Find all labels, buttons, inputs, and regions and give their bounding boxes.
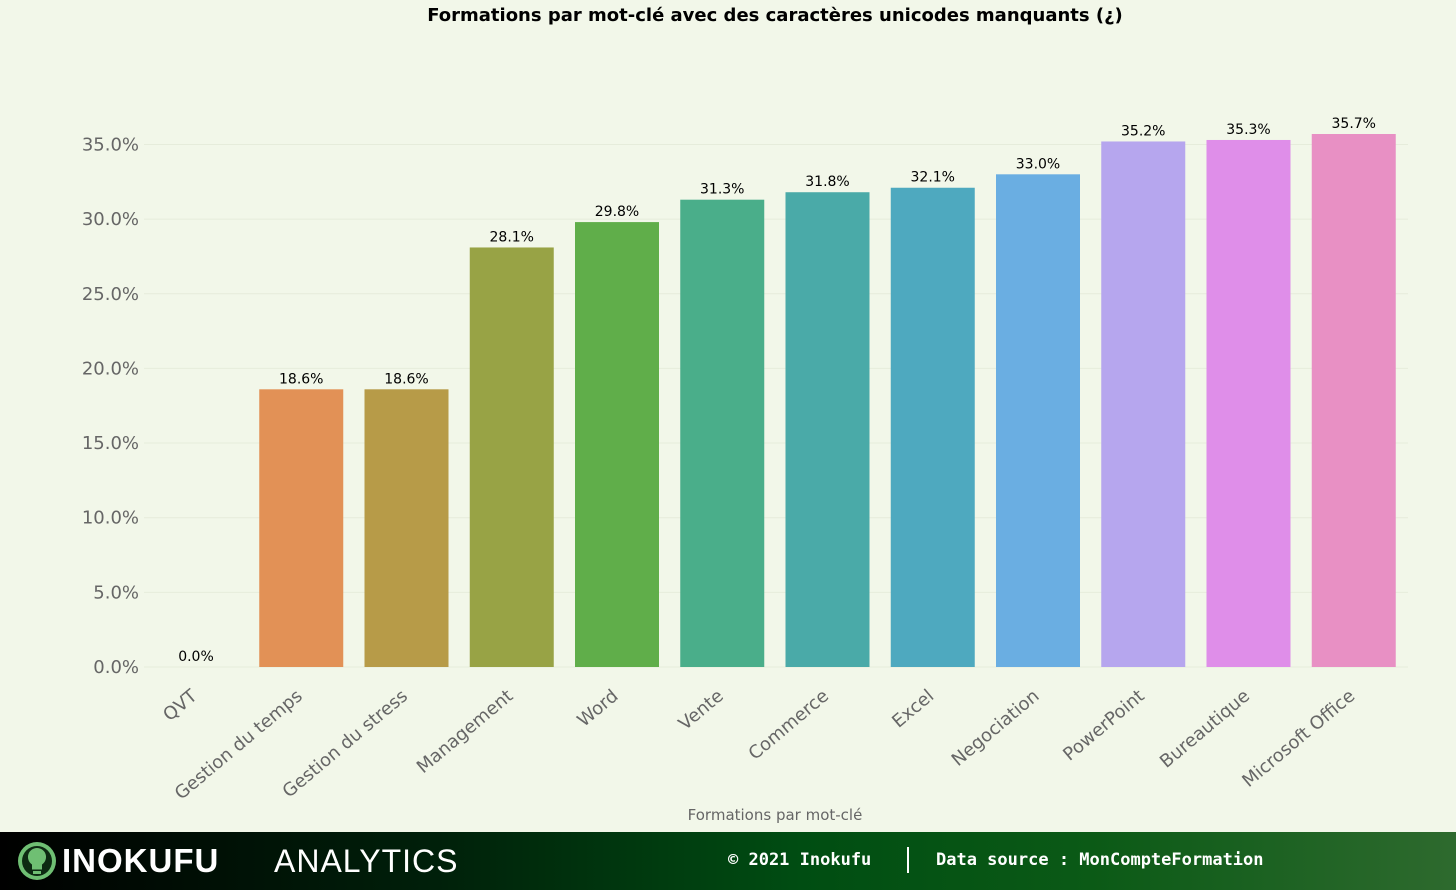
x-tick-label: Excel bbox=[888, 686, 938, 733]
bar-chart: 0.0% 5.0% 10.0% 15.0% 20.0% 25.0% 30.0% 35.0% 0… bbox=[82, 116, 1408, 804]
y-tick-label: 25.0% bbox=[82, 284, 139, 305]
value-label: 29.8% bbox=[595, 204, 639, 220]
value-label: 18.6% bbox=[279, 371, 323, 387]
x-axis-label: Formations par mot-clé bbox=[687, 806, 863, 824]
value-label: 31.3% bbox=[700, 182, 744, 198]
bar bbox=[996, 174, 1080, 667]
y-axis-ticks: 0.0% 5.0% 10.0% 15.0% 20.0% 25.0% 30.0% 35.0% bbox=[82, 134, 139, 678]
y-tick-label: 10.0% bbox=[82, 508, 139, 529]
value-label: 0.0% bbox=[178, 649, 214, 665]
value-label: 31.8% bbox=[805, 174, 849, 190]
value-label: 32.1% bbox=[911, 170, 955, 186]
footer-banner: INOKUFU ANALYTICS © 2021 Inokufu Data so… bbox=[0, 832, 1456, 890]
bars bbox=[259, 133, 1396, 668]
bar bbox=[469, 247, 554, 668]
value-label: 35.2% bbox=[1121, 123, 1165, 139]
copyright-text: © 2021 Inokufu bbox=[728, 850, 872, 870]
bar bbox=[364, 389, 449, 667]
x-tick-label: Word bbox=[573, 686, 622, 732]
value-label: 35.7% bbox=[1332, 116, 1376, 132]
value-label: 33.0% bbox=[1016, 156, 1060, 172]
bar bbox=[680, 199, 765, 668]
value-labels: 0.0% 18.6% 18.6% 28.1% 29.8% 31.3% 31.8% 32.1% 3… bbox=[178, 116, 1376, 665]
bar bbox=[785, 192, 870, 667]
brand-name: INOKUFU bbox=[62, 842, 220, 879]
inokufu-logo-icon bbox=[18, 842, 56, 880]
y-tick-label: 35.0% bbox=[82, 134, 139, 155]
value-label: 18.6% bbox=[384, 371, 428, 387]
bar bbox=[890, 187, 975, 667]
x-tick-label: QVT bbox=[159, 685, 202, 726]
bar bbox=[575, 222, 659, 667]
x-tick-label: Microsoft Office bbox=[1238, 686, 1359, 792]
bar bbox=[259, 389, 344, 667]
y-tick-label: 20.0% bbox=[82, 358, 139, 379]
data-source-text: Data source : MonCompteFormation bbox=[936, 850, 1264, 870]
y-tick-label: 30.0% bbox=[82, 209, 139, 230]
footer-divider bbox=[907, 847, 909, 873]
value-label: 35.3% bbox=[1226, 122, 1270, 138]
bar bbox=[1101, 141, 1186, 668]
y-tick-label: 15.0% bbox=[82, 433, 139, 454]
x-tick-label: PowerPoint bbox=[1059, 686, 1148, 766]
brand-subtitle: ANALYTICS bbox=[274, 843, 459, 879]
x-tick-label: Management bbox=[413, 686, 517, 778]
x-tick-label: Bureautique bbox=[1156, 686, 1254, 773]
x-tick-label: Commerce bbox=[745, 686, 833, 765]
value-label: 28.1% bbox=[490, 229, 534, 245]
chart-title: Formations par mot-clé avec des caractèr… bbox=[427, 5, 1123, 26]
bar bbox=[1311, 133, 1396, 667]
y-tick-label: 0.0% bbox=[93, 657, 139, 678]
x-tick-label: Negociation bbox=[948, 686, 1044, 771]
bar bbox=[1206, 139, 1291, 667]
y-tick-label: 5.0% bbox=[93, 582, 139, 603]
x-tick-label: Vente bbox=[675, 686, 728, 735]
grid-lines bbox=[144, 143, 1408, 668]
